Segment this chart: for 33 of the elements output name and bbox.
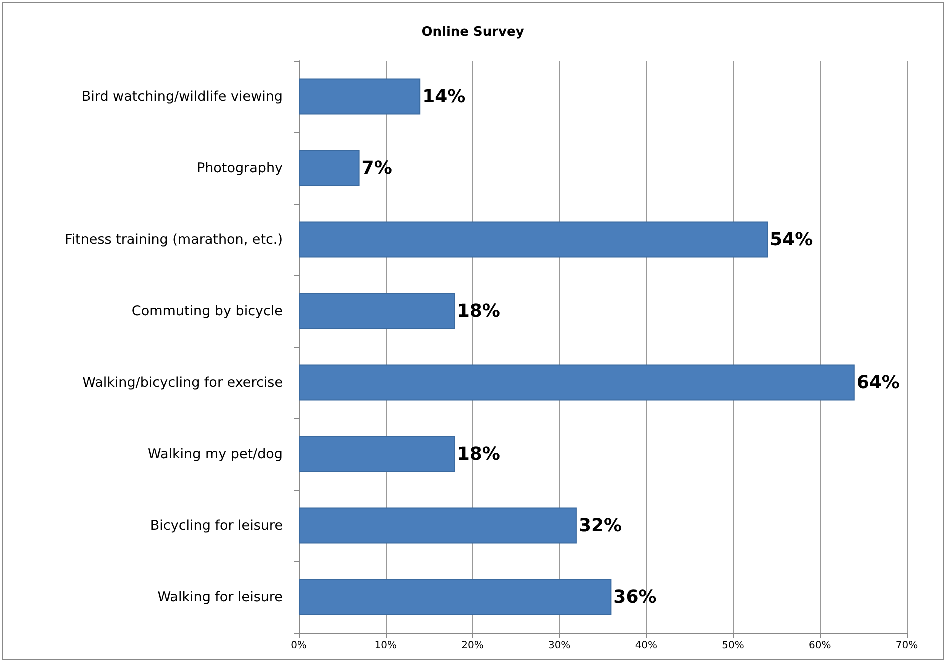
y-tick-label: Walking/bicycling for exercise <box>82 374 283 391</box>
data-label: 64% <box>856 372 900 394</box>
x-tick-label: 60% <box>809 640 832 652</box>
y-tick-label: Bird watching/wildlife viewing <box>82 88 283 105</box>
y-tick-label: Walking my pet/dog <box>148 446 283 462</box>
y-tick-label: Photography <box>196 160 283 176</box>
bar <box>299 150 360 186</box>
x-tick-label: 40% <box>635 640 658 652</box>
x-tick-label: 10% <box>374 640 397 652</box>
bar <box>299 364 855 401</box>
data-label: 32% <box>578 515 622 536</box>
bar <box>299 78 421 115</box>
y-tick-label: Walking for leisure <box>158 589 283 606</box>
data-label: 14% <box>422 86 466 108</box>
bar <box>299 436 456 472</box>
x-tick-label: 0% <box>291 640 307 652</box>
data-label: 18% <box>457 300 500 322</box>
y-tick-label: Fitness training (marathon, etc.) <box>65 232 283 248</box>
y-tick-label: Bicycling for leisure <box>150 518 283 534</box>
data-label: 7% <box>362 158 392 179</box>
bar <box>299 293 456 330</box>
x-tick-label: 20% <box>462 640 484 652</box>
bar <box>299 508 577 544</box>
data-label: 54% <box>770 229 814 250</box>
chart-title: Online Survey <box>422 25 525 40</box>
x-tick-label: 50% <box>722 640 744 652</box>
bar <box>299 222 768 258</box>
data-label: 18% <box>457 444 500 465</box>
x-tick-label: 70% <box>896 640 918 652</box>
x-tick-label: 30% <box>548 640 571 652</box>
data-label: 36% <box>614 586 657 608</box>
y-tick-label: Commuting by bicycle <box>132 303 283 320</box>
bar <box>299 579 612 616</box>
